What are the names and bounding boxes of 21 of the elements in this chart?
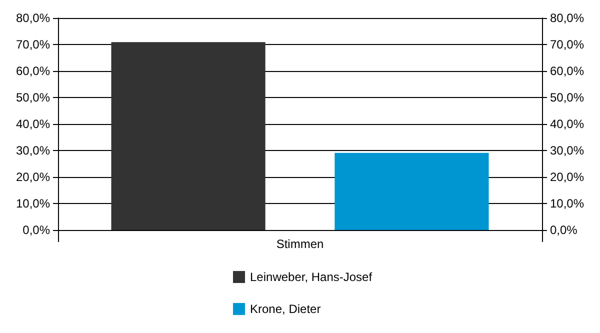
y-tick-label: 20,0%	[16, 170, 50, 184]
y-tick-label: 0,0%	[22, 223, 50, 237]
text: 20,0%	[550, 170, 584, 184]
text: 50,0%	[550, 90, 584, 104]
y-tick-label: 50,0%	[16, 90, 50, 104]
text: 80,0%	[550, 11, 584, 25]
text: 60,0%	[550, 64, 584, 78]
legend-label: Krone, Dieter	[250, 302, 321, 316]
legend-label: Leinweber, Hans-Josef	[250, 270, 373, 284]
text: 10,0%	[550, 196, 584, 210]
y-tick-label: 70,0%	[16, 38, 50, 52]
text: 30,0%	[550, 144, 584, 158]
text: 70,0%	[550, 38, 584, 52]
y-tick-label: 30,0%	[16, 144, 50, 158]
y-tick-label: 40,0%	[16, 117, 50, 131]
x-tick-label: Stimmen	[276, 237, 324, 251]
y-tick-label: 10,0%	[16, 196, 50, 210]
text: 0,0%	[550, 223, 578, 237]
y-tick-label: 60,0%	[16, 64, 50, 78]
y-tick-label: 80,0%	[16, 11, 50, 25]
text: 40,0%	[550, 117, 584, 131]
